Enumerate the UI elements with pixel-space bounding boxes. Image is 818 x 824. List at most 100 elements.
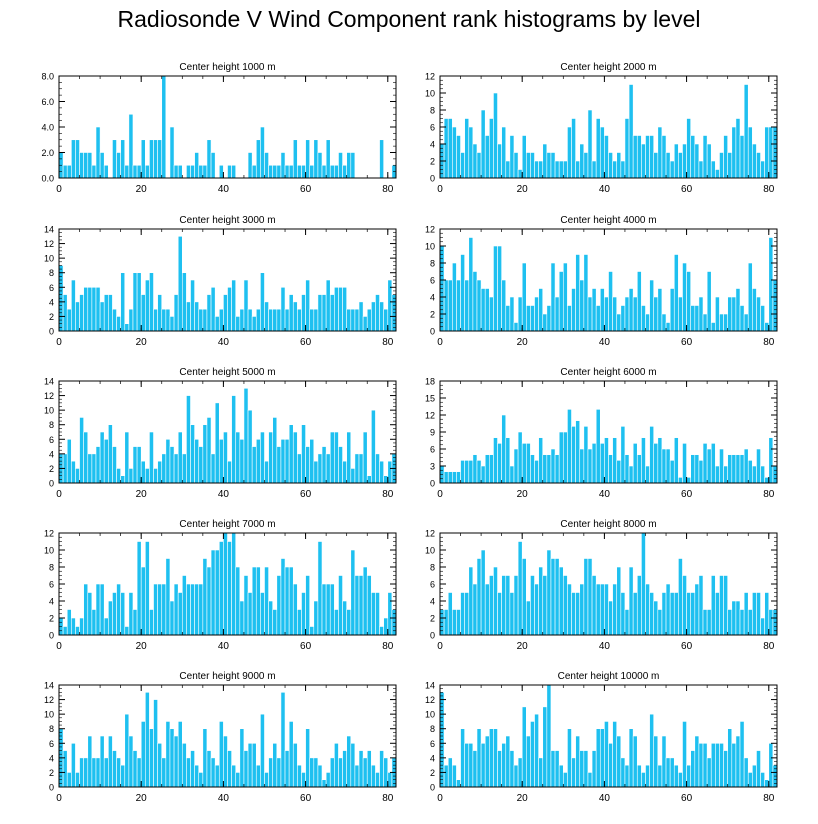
histogram-bar xyxy=(739,454,745,484)
histogram-bar xyxy=(460,152,465,179)
y-tick-label: 12 xyxy=(425,225,435,235)
histogram-bar xyxy=(108,294,113,332)
x-tick-label: 40 xyxy=(218,184,230,195)
histogram-bar xyxy=(169,446,175,484)
histogram-bar xyxy=(632,296,638,332)
y-tick-label: 8 xyxy=(430,724,435,734)
y-tick-label: 9 xyxy=(430,428,435,438)
histogram-bar xyxy=(140,721,146,788)
histogram-bar xyxy=(136,164,142,179)
histogram-bar xyxy=(480,109,486,179)
histogram-bar xyxy=(268,600,274,636)
y-tick-label: 0 xyxy=(49,479,54,489)
histogram-bar xyxy=(260,431,265,484)
histogram-bar xyxy=(460,592,465,636)
histogram-bar xyxy=(760,160,765,179)
x-tick-label: 80 xyxy=(763,489,775,500)
histogram-bar xyxy=(83,757,89,788)
histogram-bar xyxy=(686,477,692,484)
histogram-bar xyxy=(587,448,593,484)
histogram-bar xyxy=(678,477,683,484)
histogram-bar xyxy=(571,592,576,636)
histogram-bar xyxy=(579,448,585,484)
histogram-bar xyxy=(509,750,515,788)
histogram-bar xyxy=(739,721,745,788)
y-tick-label: 0 xyxy=(49,631,54,641)
histogram-bar xyxy=(550,448,556,484)
y-tick-label: 8 xyxy=(430,106,435,116)
histogram-bar xyxy=(587,558,593,636)
histogram-bar xyxy=(669,288,675,332)
histogram-bar xyxy=(186,301,191,332)
histogram-bar xyxy=(255,566,261,636)
histogram-bar xyxy=(255,438,261,484)
histogram-bar xyxy=(136,757,142,788)
histogram-bar xyxy=(476,152,482,179)
histogram-bar xyxy=(87,735,93,788)
histogram-bar xyxy=(501,414,507,484)
histogram-bar xyxy=(198,772,204,788)
histogram-bar xyxy=(383,308,389,332)
histogram-bar xyxy=(276,446,282,484)
histogram-bar xyxy=(338,446,343,484)
histogram-bar xyxy=(206,139,212,179)
histogram-bar xyxy=(517,541,523,636)
histogram-bar xyxy=(443,279,449,332)
histogram-bar xyxy=(702,609,708,636)
histogram-bar xyxy=(375,453,380,484)
histogram-bar xyxy=(641,437,646,484)
histogram-bar xyxy=(321,446,327,484)
histogram-bar xyxy=(62,626,68,636)
histogram-bar xyxy=(383,757,389,788)
histogram-bar xyxy=(489,575,494,636)
histogram-bar xyxy=(251,566,257,636)
histogram-bar xyxy=(587,772,593,788)
histogram-bar xyxy=(739,609,745,636)
histogram-bar xyxy=(723,575,728,636)
histogram-bar xyxy=(489,728,494,788)
histogram-bar xyxy=(768,237,774,332)
histogram-bar xyxy=(735,600,741,636)
histogram-bar xyxy=(599,126,605,179)
histogram-bar xyxy=(599,288,605,332)
x-tick-label: 40 xyxy=(218,793,230,804)
histogram-bar xyxy=(525,600,531,636)
histogram-bar xyxy=(632,592,638,636)
x-tick-label: 60 xyxy=(681,641,693,652)
x-tick-label: 60 xyxy=(300,337,312,348)
y-tick-label: 0 xyxy=(430,327,435,337)
histogram-bar xyxy=(608,271,613,332)
histogram-bar xyxy=(247,308,253,332)
histogram-bar xyxy=(525,152,531,179)
histogram-bar xyxy=(235,316,241,332)
histogram-bar xyxy=(595,305,601,332)
y-tick-label: 10 xyxy=(44,406,54,416)
histogram-bar xyxy=(79,294,84,332)
histogram-bar xyxy=(657,437,663,484)
histogram-bar xyxy=(350,549,356,636)
y-tick-label: 4.0 xyxy=(41,123,54,133)
histogram-bar xyxy=(329,431,335,484)
x-tick-label: 20 xyxy=(136,489,148,500)
x-tick-label: 0 xyxy=(56,793,62,804)
histogram-bar xyxy=(706,757,712,788)
histogram-bar xyxy=(75,626,80,636)
histogram-bar xyxy=(702,313,708,332)
histogram-bar xyxy=(632,443,638,484)
histogram-bar xyxy=(493,566,498,636)
histogram-bar xyxy=(334,609,339,636)
histogram-bar xyxy=(554,558,560,636)
histogram-bar xyxy=(136,272,142,332)
histogram-bar xyxy=(362,757,368,788)
histogram-bar xyxy=(354,453,360,484)
histogram-bar xyxy=(558,764,564,788)
histogram-bar xyxy=(636,575,642,636)
histogram-bar xyxy=(743,592,749,636)
histogram-bar xyxy=(719,313,724,332)
histogram-bar xyxy=(210,549,216,636)
histogram-bar xyxy=(727,728,733,788)
x-tick-label: 0 xyxy=(437,184,443,195)
x-tick-label: 20 xyxy=(136,641,148,652)
histogram-bar xyxy=(534,160,539,179)
histogram-bar xyxy=(309,626,315,636)
